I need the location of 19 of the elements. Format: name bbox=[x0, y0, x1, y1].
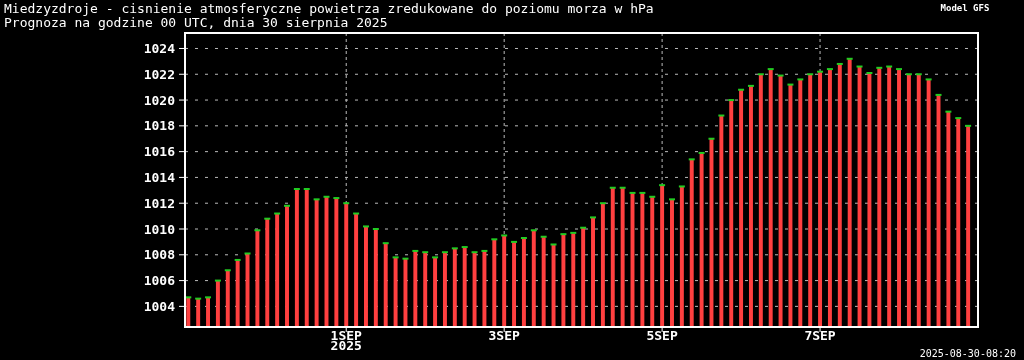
x-tick-label: 3SEP bbox=[488, 328, 520, 343]
y-tick-label: 1008 bbox=[143, 247, 176, 263]
y-tick-label: 1004 bbox=[143, 298, 176, 314]
x-tick-label: 7SEP bbox=[804, 328, 836, 343]
text: 2025-08-30-08:20 bbox=[919, 348, 1016, 359]
y-tick-label: 1020 bbox=[143, 92, 176, 108]
y-tick-label: 1024 bbox=[143, 41, 176, 57]
chart-title: Miedzyzdroje - cisnienie atmosferyczne powietrza zredukowane do poziomu morza w hPa bbox=[4, 1, 654, 16]
chart-subtitle: Prognoza na godzine 00 UTC, dnia 30 sierpnia 2025 bbox=[4, 15, 388, 30]
y-tick-label: 1018 bbox=[143, 118, 176, 134]
y-tick-label: 1010 bbox=[143, 221, 176, 237]
x-tick-label: 5SEP bbox=[646, 328, 678, 343]
y-tick-label: 1022 bbox=[143, 66, 175, 82]
y-tick-label: 1006 bbox=[143, 273, 176, 289]
text: Model GFS bbox=[940, 3, 990, 13]
x-tick-label: 1SEP 2025 bbox=[330, 328, 363, 353]
y-tick-label: 1012 bbox=[143, 195, 175, 211]
y-tick-label: 1014 bbox=[143, 169, 176, 185]
y-tick-label: 1016 bbox=[143, 144, 176, 160]
